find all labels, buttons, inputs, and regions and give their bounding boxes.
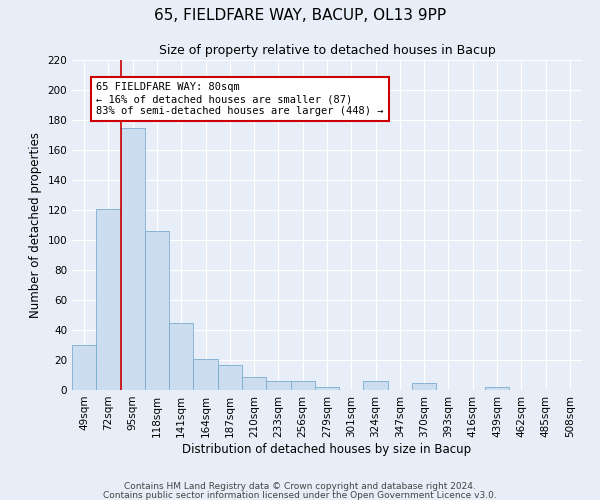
Y-axis label: Number of detached properties: Number of detached properties (29, 132, 42, 318)
Text: 65, FIELDFARE WAY, BACUP, OL13 9PP: 65, FIELDFARE WAY, BACUP, OL13 9PP (154, 8, 446, 22)
Bar (169, 322, 193, 390)
Bar (485, 387, 509, 390)
Bar (72, 345, 96, 390)
Bar (364, 381, 388, 390)
Bar (266, 381, 290, 390)
Bar (242, 376, 266, 390)
Bar (412, 382, 436, 390)
Text: 65 FIELDFARE WAY: 80sqm
← 16% of detached houses are smaller (87)
83% of semi-de: 65 FIELDFARE WAY: 80sqm ← 16% of detache… (96, 82, 384, 116)
Bar (145, 231, 169, 390)
X-axis label: Distribution of detached houses by size in Bacup: Distribution of detached houses by size … (182, 442, 472, 456)
Bar (218, 364, 242, 390)
Bar (290, 381, 315, 390)
Bar (193, 358, 218, 390)
Bar (96, 208, 121, 390)
Text: Contains public sector information licensed under the Open Government Licence v3: Contains public sector information licen… (103, 490, 497, 500)
Bar (315, 387, 339, 390)
Title: Size of property relative to detached houses in Bacup: Size of property relative to detached ho… (158, 44, 496, 58)
Text: Contains HM Land Registry data © Crown copyright and database right 2024.: Contains HM Land Registry data © Crown c… (124, 482, 476, 491)
Bar (121, 128, 145, 390)
